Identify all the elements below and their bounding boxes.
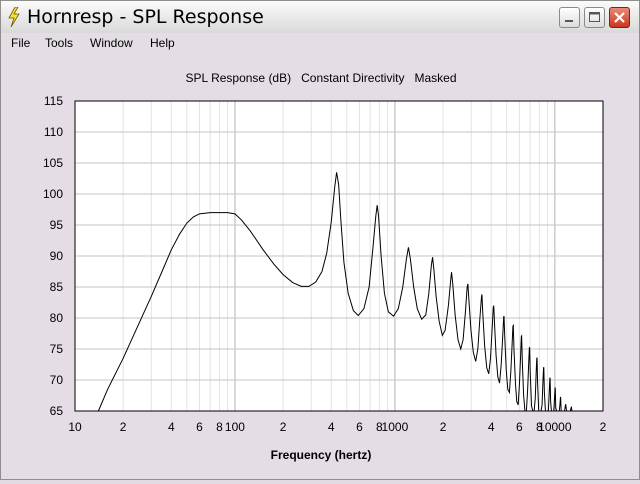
menu-help[interactable]: Help [150, 36, 175, 50]
y-tick-label: 90 [50, 249, 64, 263]
x-tick-label: 8 [216, 420, 223, 434]
x-tick-label: 10000 [538, 420, 572, 434]
x-axis-title: Frequency (hertz) [271, 448, 372, 462]
chart-area: SPL Response (dB) Constant Directivity M… [1, 53, 639, 479]
x-tick-label: 10 [68, 420, 82, 434]
x-tick-label: 6 [196, 420, 203, 434]
plot-border [74, 100, 604, 412]
y-axis-labels: 65 70 75 80 85 90 95 100 105 110 115 [43, 94, 63, 418]
y-tick-label: 80 [50, 311, 64, 325]
menu-tools[interactable]: Tools [45, 36, 74, 50]
x-tick-label: 1000 [382, 420, 409, 434]
y-tick-label: 100 [43, 187, 63, 201]
lightning-icon [8, 7, 20, 27]
y-tick-label: 105 [43, 156, 63, 170]
y-tick-label: 95 [50, 218, 64, 232]
close-button[interactable] [609, 7, 630, 28]
window-title: Hornresp - SPL Response [27, 6, 264, 28]
x-tick-label: 6 [356, 420, 363, 434]
x-tick-label: 100 [225, 420, 245, 434]
y-tick-label: 115 [44, 94, 63, 108]
minimize-button[interactable] [559, 7, 580, 28]
title-bar[interactable]: Hornresp - SPL Response [1, 1, 639, 34]
x-tick-label: 4 [168, 420, 175, 434]
menu-file[interactable]: File [11, 36, 31, 50]
minimize-icon [565, 20, 573, 22]
y-tick-label: 65 [50, 404, 64, 418]
x-tick-label: 8 [536, 420, 543, 434]
menu-bar: File Tools Window Help [1, 33, 639, 53]
x-tick-label: 2 [440, 420, 447, 434]
close-icon [614, 12, 625, 23]
menu-window[interactable]: Window [90, 36, 133, 50]
x-tick-label: 2 [600, 420, 607, 434]
x-tick-label: 4 [488, 420, 495, 434]
y-tick-label: 85 [50, 280, 64, 294]
x-tick-label: 2 [120, 420, 127, 434]
y-tick-label: 75 [50, 342, 64, 356]
spl-chart: SPL Response (dB) Constant Directivity M… [43, 71, 607, 462]
x-tick-label: 4 [328, 420, 335, 434]
x-tick-label: 6 [516, 420, 523, 434]
x-tick-label: 8 [376, 420, 383, 434]
maximize-button[interactable] [584, 7, 605, 28]
chart-title: SPL Response (dB) Constant Directivity M… [186, 71, 457, 85]
x-tick-label: 2 [280, 420, 287, 434]
y-tick-label: 110 [44, 125, 63, 139]
maximize-icon [589, 12, 600, 22]
y-tick-label: 70 [50, 373, 64, 387]
